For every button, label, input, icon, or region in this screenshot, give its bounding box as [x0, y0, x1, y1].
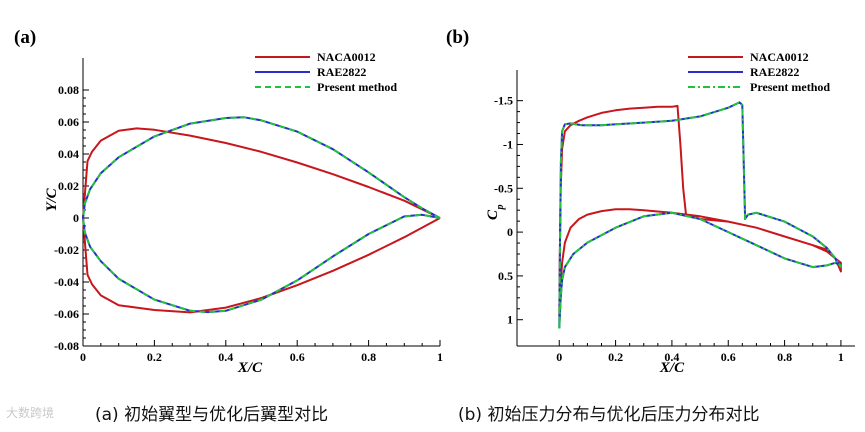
panel-b-y-tick-label: 0.5	[498, 269, 513, 283]
caption-b: (b) 初始压力分布与优化后压力分布对比	[458, 405, 760, 425]
panel-b-label: (b)	[446, 27, 469, 48]
panel-a-label: (a)	[14, 27, 36, 48]
watermark-text: 大数跨境	[6, 406, 55, 420]
panel-a-legend-label: NACA0012	[317, 50, 376, 64]
panel-a-x-tick-label: 0	[80, 350, 86, 364]
panel-a-series-naca0012	[82, 127, 441, 314]
panel-b-y-axis-label-subscript: p	[495, 205, 506, 211]
panel-b-series-present-method	[558, 101, 842, 329]
panel-a-y-tick-label: -0.04	[54, 275, 79, 289]
panel-b-x-axis-label: X/C	[659, 360, 685, 376]
panel-a-y-tick-label: 0.08	[58, 83, 79, 97]
panel-b-y-axis-label: C	[485, 209, 501, 220]
panel-a-y-tick-label: 0.02	[58, 179, 79, 193]
panel-a-x-axis-label: X/C	[237, 360, 263, 376]
panel-b-x-tick-label: 0.6	[721, 350, 736, 364]
panel-a-legend-label: RAE2822	[317, 65, 366, 79]
panel-b-legend-label: Present method	[750, 80, 830, 94]
panel-b-y-tick-label: 1	[507, 313, 513, 327]
panel-a-y-tick-label: -0.02	[54, 243, 79, 257]
panel-b-series-naca0012	[558, 104, 842, 316]
panel-b-y-tick-label: -0.5	[494, 181, 513, 195]
panel-a-x-tick-label: 0.4	[218, 350, 233, 364]
panel-a-y-axis-label: Y/C	[44, 187, 60, 211]
panel-a-x-tick-label: 0.6	[290, 350, 305, 364]
panel-a-y-tick-label: 0	[73, 211, 79, 225]
panel-a-y-tick-label: -0.08	[54, 339, 79, 353]
panel-a-x-tick-label: 0.2	[147, 350, 162, 364]
panel-a-series-present-method	[82, 116, 441, 314]
panel-b-x-tick-label: 1	[838, 350, 844, 364]
panel-a-y-tick-label: 0.06	[58, 115, 79, 129]
panel-a-y-tick-label: -0.06	[54, 307, 79, 321]
panel-b-y-tick-label: -1	[503, 137, 513, 151]
caption-a: (a) 初始翼型与优化后翼型对比	[95, 405, 329, 425]
panel-b-legend-label: RAE2822	[750, 65, 799, 79]
panel-b-x-tick-label: 0.4	[664, 350, 679, 364]
panel-b-x-tick-label: 0	[556, 350, 562, 364]
panel-a-x-tick-label: 0.8	[361, 350, 376, 364]
panel-b-y-tick-label: -1.5	[494, 94, 513, 108]
panel-a-legend-label: Present method	[317, 80, 397, 94]
panel-b-x-tick-label: 0.2	[608, 350, 623, 364]
panel-b-y-tick-label: 0	[507, 225, 513, 239]
panel-a-x-tick-label: 1	[437, 350, 443, 364]
panel-a-y-tick-label: 0.04	[58, 147, 79, 161]
panel-b-legend-label: NACA0012	[750, 50, 809, 64]
panel-b-x-tick-label: 0.8	[777, 350, 792, 364]
